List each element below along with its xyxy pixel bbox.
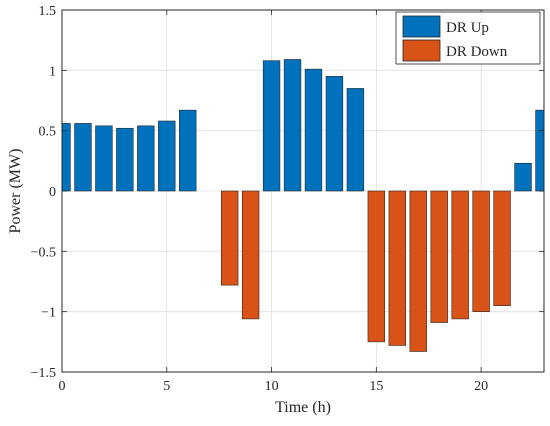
bar-dr-up	[304, 68, 323, 192]
bar-dr-up	[325, 76, 344, 192]
y-tick-label: 1	[49, 64, 56, 79]
bar-dr-up	[116, 127, 134, 192]
bar-dr-up	[137, 125, 155, 192]
bar-dr-down	[220, 190, 239, 286]
x-tick-label: 5	[163, 379, 170, 394]
legend-swatch-dr-down	[402, 39, 441, 62]
bar-dr-up	[346, 88, 365, 192]
bar-dr-up	[179, 109, 197, 192]
bar-dr-up	[74, 123, 92, 192]
axis-ticks	[61, 9, 544, 373]
x-tick-label: 0	[59, 379, 66, 394]
bar-dr-down	[493, 190, 511, 306]
bar-dr-down	[451, 190, 469, 320]
bar-dr-down	[367, 190, 386, 343]
legend-swatch-dr-up	[402, 15, 441, 38]
bar-dr-up	[95, 125, 113, 192]
bar-dr-down	[241, 190, 260, 320]
y-tick-label: −0.5	[31, 245, 56, 260]
bar-dr-up	[283, 59, 302, 192]
bar-dr-up	[62, 123, 71, 192]
y-tick-label: −1.5	[31, 366, 56, 381]
x-tick-label: 20	[474, 379, 488, 394]
bar-dr-down	[409, 190, 427, 352]
y-axis-label: Power (MW)	[7, 149, 24, 234]
x-tick-label: 10	[265, 379, 279, 394]
x-tick-label: 15	[369, 379, 383, 394]
y-tick-labels: −1.5 −1 −0.5 0 0.5 1 1.5	[31, 4, 56, 381]
x-tick-labels: 0 5 10 15 20	[59, 379, 489, 394]
bar-dr-up	[158, 120, 176, 192]
legend-label-dr-up: DR Up	[446, 20, 489, 36]
y-tick-label: 1.5	[39, 4, 57, 19]
y-tick-label: −1	[41, 306, 56, 321]
bar-dr-up	[514, 162, 532, 192]
bar-dr-down	[388, 190, 406, 346]
bar-dr-up	[262, 60, 281, 192]
legend: DR Up DR Down	[395, 11, 541, 65]
bar-dr-down	[430, 190, 448, 323]
x-axis-label: Time (h)	[275, 399, 331, 416]
legend-label-dr-down: DR Down	[446, 44, 508, 60]
y-tick-label: 0.5	[39, 125, 57, 140]
bars	[62, 59, 544, 352]
y-tick-label: 0	[49, 185, 56, 200]
bar-dr-down	[472, 190, 490, 312]
